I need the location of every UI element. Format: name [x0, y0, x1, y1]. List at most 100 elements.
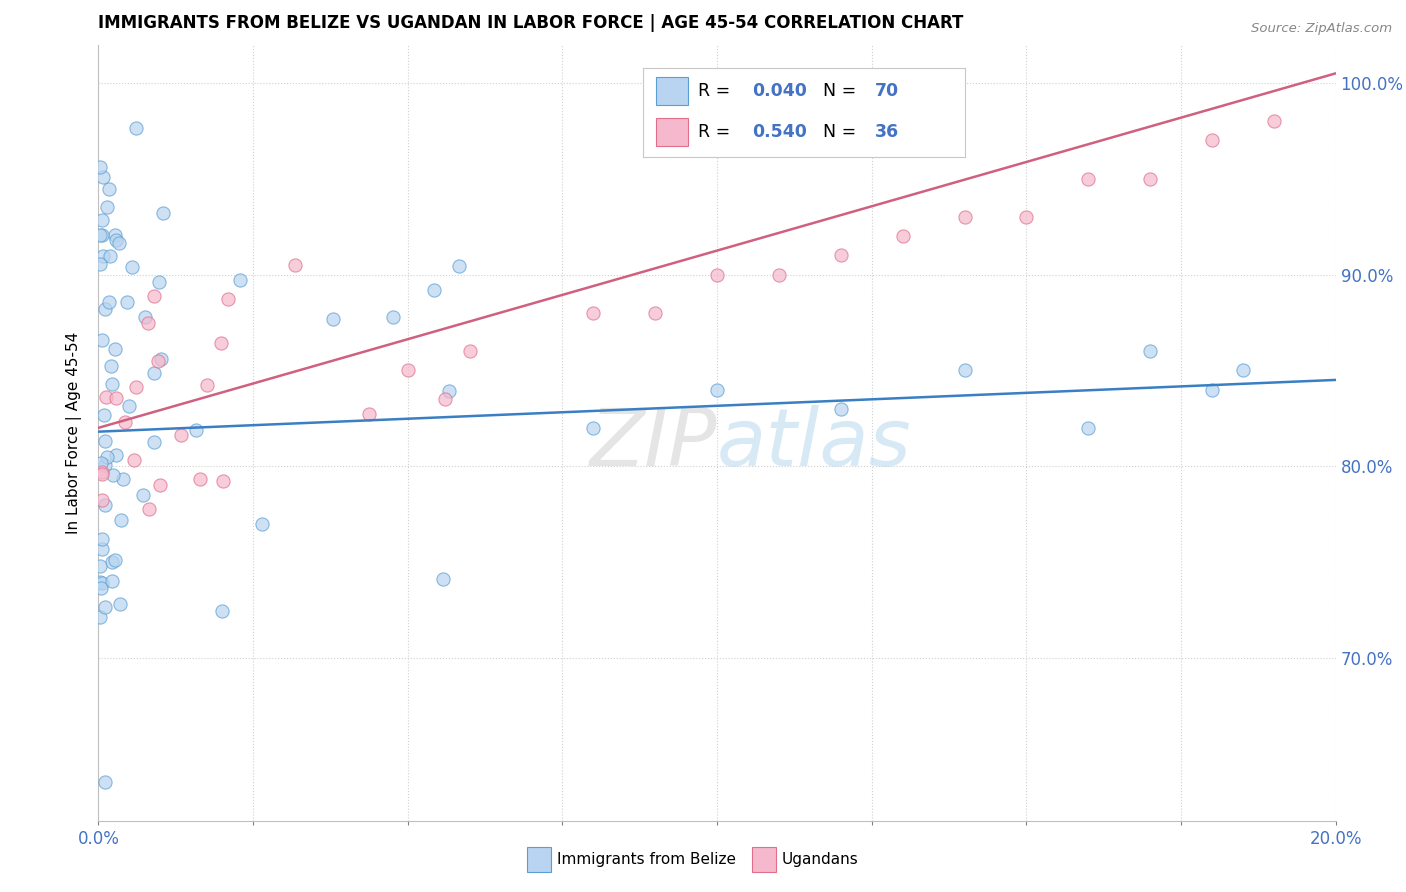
Point: [152, 206, 174, 220]
Text: atlas: atlas: [717, 405, 912, 483]
Point: [149, 478, 172, 492]
Point: [322, 312, 344, 326]
Point: [104, 342, 127, 356]
Y-axis label: In Labor Force | Age 45-54: In Labor Force | Age 45-54: [66, 332, 83, 533]
Point: [107, 235, 129, 250]
Text: Immigrants from Belize: Immigrants from Belize: [557, 853, 735, 867]
Point: [94, 390, 117, 404]
Point: [91, 170, 114, 185]
Point: [96, 450, 118, 465]
Point: [134, 310, 156, 325]
Point: [97, 182, 120, 196]
Point: [209, 336, 232, 351]
Point: [953, 210, 976, 224]
Point: [89, 575, 111, 590]
Point: [90, 212, 112, 227]
Point: [101, 574, 124, 588]
Point: [582, 421, 605, 435]
Point: [90, 333, 112, 347]
Point: [94, 301, 117, 316]
Point: [111, 473, 134, 487]
Point: [396, 363, 419, 377]
Point: [1201, 133, 1223, 147]
Point: [136, 316, 159, 330]
Point: [93, 408, 115, 422]
Point: [118, 400, 141, 414]
Point: [149, 351, 172, 366]
Text: IMMIGRANTS FROM BELIZE VS UGANDAN IN LABOR FORCE | AGE 45-54 CORRELATION CHART: IMMIGRANTS FROM BELIZE VS UGANDAN IN LAB…: [98, 14, 963, 32]
Point: [132, 488, 155, 502]
Point: [104, 553, 127, 567]
Point: [284, 258, 307, 272]
Point: [110, 513, 132, 527]
Point: [582, 306, 605, 320]
Point: [89, 228, 111, 243]
Point: [90, 542, 112, 557]
Point: [382, 310, 405, 324]
Point: [89, 257, 111, 271]
Point: [101, 555, 124, 569]
Point: [91, 532, 114, 546]
Point: [94, 499, 117, 513]
Point: [1139, 344, 1161, 359]
Point: [125, 380, 148, 394]
Text: Ugandans: Ugandans: [782, 853, 859, 867]
Point: [94, 599, 117, 614]
Point: [170, 427, 193, 442]
Point: [101, 377, 124, 392]
Point: [359, 407, 381, 421]
Point: [437, 384, 460, 398]
Point: [217, 292, 239, 306]
Text: ZIP: ZIP: [589, 405, 717, 483]
Point: [100, 359, 122, 373]
Point: [197, 378, 219, 392]
Point: [138, 501, 160, 516]
Point: [121, 260, 143, 275]
Point: [432, 572, 454, 586]
Point: [148, 275, 170, 289]
Point: [101, 468, 124, 483]
Point: [90, 581, 112, 595]
Point: [1263, 114, 1285, 128]
Point: [114, 415, 136, 429]
Point: [143, 434, 166, 449]
Point: [91, 493, 114, 508]
Point: [93, 775, 115, 789]
Point: [142, 288, 165, 302]
Text: Source: ZipAtlas.com: Source: ZipAtlas.com: [1251, 22, 1392, 36]
Point: [148, 353, 170, 368]
Point: [108, 597, 131, 611]
Point: [706, 383, 728, 397]
Point: [449, 259, 471, 273]
Point: [96, 200, 118, 214]
Point: [90, 465, 112, 479]
Point: [94, 458, 117, 472]
Point: [184, 424, 207, 438]
Point: [1077, 171, 1099, 186]
Point: [91, 249, 114, 263]
Point: [1077, 421, 1099, 435]
Point: [122, 453, 145, 467]
Point: [644, 306, 666, 320]
Point: [90, 467, 112, 481]
Point: [104, 227, 127, 242]
Point: [89, 161, 111, 175]
Point: [250, 516, 273, 531]
Point: [1201, 383, 1223, 397]
Point: [98, 295, 121, 310]
Point: [94, 434, 117, 448]
Point: [1015, 210, 1038, 224]
Point: [91, 575, 114, 590]
Point: [90, 456, 112, 470]
Point: [1139, 171, 1161, 186]
Point: [104, 234, 127, 248]
Point: [89, 558, 111, 573]
Point: [89, 609, 111, 624]
Point: [423, 284, 446, 298]
Point: [115, 294, 138, 309]
Point: [706, 268, 728, 282]
Point: [768, 268, 790, 282]
Point: [458, 344, 481, 359]
Point: [830, 401, 852, 416]
Point: [211, 604, 233, 618]
